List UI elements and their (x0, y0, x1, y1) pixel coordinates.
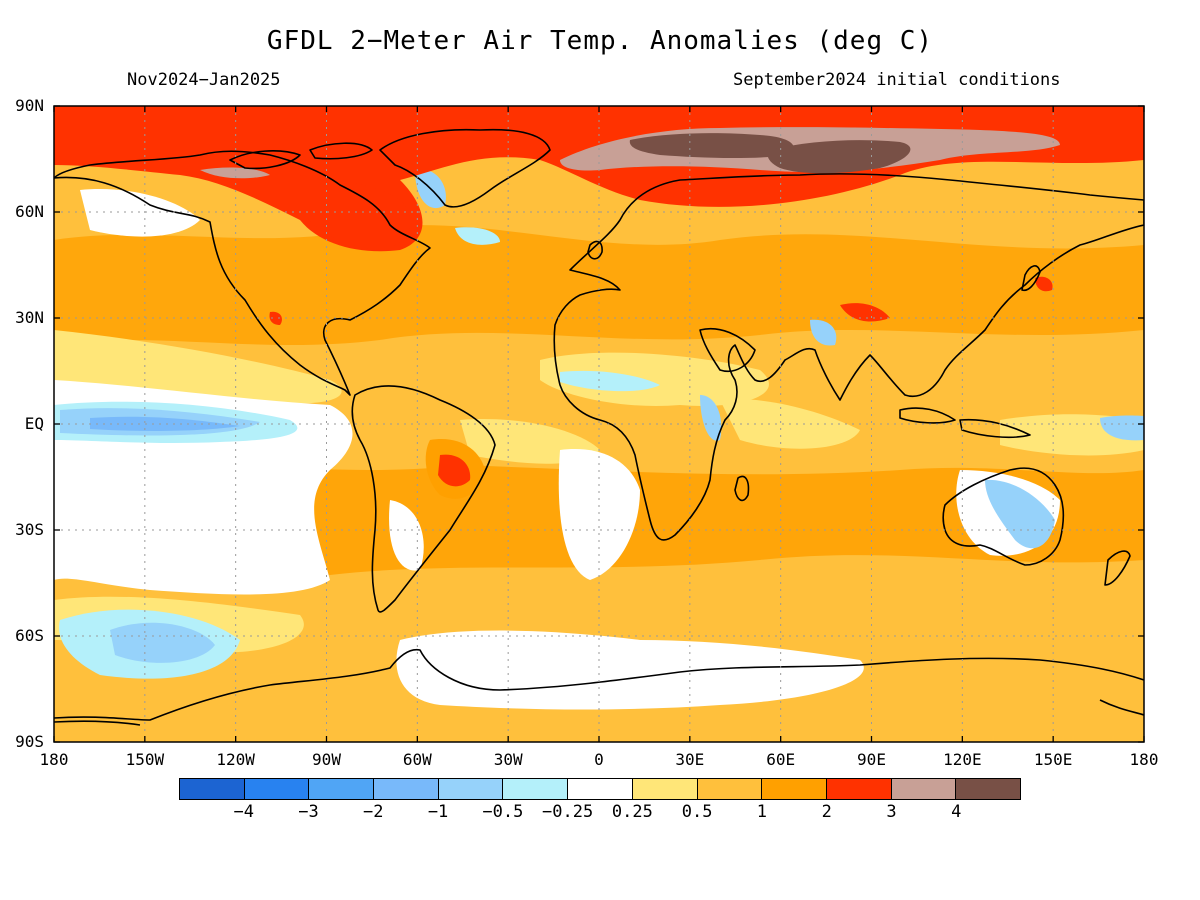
latitude-label: 30S (15, 520, 44, 539)
colorbar-label: −0.5 (482, 802, 524, 822)
colorbar-label: −4 (233, 802, 254, 822)
colorbar-label: −3 (298, 802, 319, 822)
longitude-label: 0 (594, 750, 604, 769)
longitude-label: 60E (766, 750, 796, 769)
graticule (54, 106, 1144, 742)
colorbar-segment (568, 779, 633, 799)
latitude-label: 30N (15, 308, 44, 327)
longitude-label: 60W (402, 750, 432, 769)
anomaly-warm-mexico (269, 311, 282, 325)
anomaly-cool-eastern-australia (985, 479, 1055, 549)
anomaly-cool-northwest-india (810, 319, 837, 346)
colorbar-segment (438, 779, 504, 799)
colorbar-segment (374, 779, 439, 799)
colorbar-segment (309, 779, 375, 799)
anomaly-cool-east-africa (700, 395, 722, 441)
colorbar-segment (826, 779, 892, 799)
longitude-label: 120W (216, 750, 255, 769)
colorbar-label: 0.25 (611, 802, 653, 822)
anomaly-cool-west-africa (560, 370, 660, 392)
anomaly-near-zero-south-america (389, 500, 424, 571)
anomaly-extreme-warm-siberia-east (767, 140, 911, 174)
longitude-label: 30E (675, 750, 705, 769)
longitude-label: 180 (1129, 750, 1159, 769)
colorbar-segment (762, 779, 827, 799)
colorbar-label: −1 (427, 802, 449, 822)
colorbar-segment (891, 779, 957, 799)
longitude-label: 120E (943, 750, 982, 769)
anomaly-warm-japan (1035, 276, 1053, 292)
longitude-label: 90E (857, 750, 886, 769)
anomaly-warm-brazil-core (438, 454, 471, 487)
latitude-label: 90N (15, 96, 44, 115)
anomaly-extreme-warm-siberia-west (629, 133, 794, 159)
anomaly-patch-sahara (540, 352, 769, 406)
axis-ticks (53, 105, 1145, 743)
map-title: GFDL 2−Meter Air Temp. Anomalies (deg C) (266, 26, 934, 56)
anomaly-warm-arctic-ocean (54, 106, 1144, 131)
anomaly-cool-equatorial-pacific-center (90, 416, 240, 431)
colorbar-label: 3 (886, 802, 897, 822)
colorbar-segment (632, 779, 698, 799)
anomaly-near-zero-south-atlantic (558, 449, 640, 580)
anomaly-cool-western-pacific (1100, 415, 1144, 441)
latitude-label: 90S (15, 732, 44, 751)
colorbar-label: 4 (951, 802, 962, 822)
colorbar-label: 2 (821, 802, 832, 822)
latitude-label: EQ (24, 414, 44, 433)
anomaly-patch-northeast-pacific (54, 330, 342, 404)
forecast-period: Nov2024−Jan2025 (127, 70, 281, 90)
initial-conditions: September2024 initial conditions (733, 70, 1061, 90)
colorbar-segment (180, 779, 245, 799)
colorbar-segment (503, 779, 569, 799)
anomaly-warm-tibet (840, 303, 890, 322)
longitude-label: 150E (1033, 750, 1073, 769)
colorbar-label: 0.5 (681, 802, 713, 822)
colorbar-segment (697, 779, 763, 799)
latitude-label: 60S (15, 626, 44, 645)
latitude-label: 60N (15, 202, 44, 221)
colorbar-label: 1 (756, 802, 768, 822)
coastlines (54, 128, 1144, 726)
colorbar-label: −2 (363, 802, 384, 822)
colorbar-segment (244, 779, 310, 799)
longitude-label: 180 (39, 750, 69, 769)
colorbar-segment (956, 779, 1020, 799)
longitude-label: 30W (493, 750, 523, 769)
anomaly-cool-southeast-pacific-core (110, 622, 215, 663)
longitude-label: 90W (312, 750, 341, 769)
colorbar-label: −0.25 (542, 802, 594, 822)
longitude-label: 150W (125, 750, 165, 769)
anomaly-cool-labrador-sea (455, 227, 500, 245)
anomaly-near-zero-alaska (80, 189, 200, 237)
anomaly-very-warm-canadian-arctic (200, 167, 270, 179)
colorbar (179, 778, 1021, 800)
